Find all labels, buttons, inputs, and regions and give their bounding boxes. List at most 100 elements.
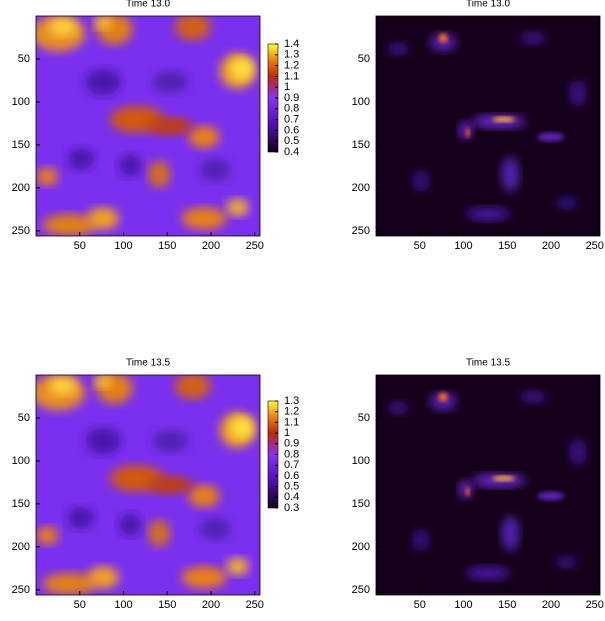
heatmap-blob (501, 156, 520, 192)
colorbar-tick-label: 0.4 (284, 491, 299, 503)
x-tick-label: 200 (202, 599, 220, 611)
heatmap-blob (118, 513, 142, 536)
chart-title: Time 13.0 (126, 0, 171, 10)
heatmap-blob (36, 526, 59, 545)
heatmap-blob (226, 198, 249, 217)
heatmap-field (36, 16, 260, 236)
colorbar-tick-label: 0.9 (284, 438, 299, 450)
plot-frame (35, 15, 261, 237)
heatmap-blob (174, 375, 211, 400)
colorbar-tick-label: 1.3 (284, 395, 299, 407)
heatmap-blob (465, 566, 511, 580)
chart-title: Time 13.0 (466, 0, 511, 10)
heatmap-blob (199, 518, 231, 540)
colorbar-tick-label: 0.7 (284, 114, 299, 126)
x-tick-label: 50 (74, 240, 86, 252)
heatmap-blob (519, 31, 547, 45)
heatmap-blob (148, 476, 193, 494)
heatmap-blob (226, 557, 249, 576)
x-tick-label: 200 (542, 240, 560, 252)
heatmap-blob (411, 529, 430, 551)
y-tick-label: 100 (12, 96, 30, 108)
plot-frame (35, 374, 261, 596)
y-tick-label: 250 (352, 584, 370, 596)
heatmap-blob (555, 196, 578, 210)
x-tick-label: 150 (498, 599, 516, 611)
heatmap-blob (230, 57, 254, 80)
heatmap-blob (537, 132, 565, 142)
colorbar-tick-label: 0.8 (284, 448, 299, 460)
y-tick-label: 50 (18, 53, 30, 65)
heatmap-field (36, 375, 260, 595)
colorbar-tick-label: 1.2 (284, 406, 299, 418)
colorbar-tick-label: 0.7 (284, 459, 299, 471)
heatmap-blob (230, 416, 254, 439)
y-tick-label: 250 (12, 225, 30, 237)
x-tick-label: 100 (114, 240, 132, 252)
heatmap-blob (85, 68, 122, 96)
y-tick-label: 250 (352, 225, 370, 237)
plot-frame (375, 374, 601, 596)
heatmap-blob (42, 573, 97, 595)
colorbar-tick-label: 0.5 (284, 135, 299, 147)
heatmap-blob (568, 79, 587, 107)
colorbar-tick-label: 0.6 (284, 470, 299, 482)
y-tick-label: 150 (12, 498, 30, 510)
heatmap-blob (148, 161, 171, 188)
y-tick-label: 100 (352, 96, 370, 108)
heatmap-blob (555, 555, 578, 569)
y-tick-label: 150 (12, 139, 30, 151)
x-tick-label: 250 (246, 240, 264, 252)
heatmap-blob (181, 566, 227, 589)
colorbar-tick-label: 0.8 (284, 103, 299, 115)
heatmap-field (376, 16, 600, 236)
heatmap-blob (429, 392, 457, 411)
heatmap-blob (181, 207, 227, 230)
y-tick-label: 50 (358, 53, 370, 65)
heatmap-blob (188, 485, 220, 507)
y-tick-label: 50 (358, 412, 370, 424)
heatmap-blob (501, 515, 520, 552)
heatmap-blob (568, 438, 587, 466)
y-tick-label: 150 (352, 139, 370, 151)
x-tick-label: 150 (158, 240, 176, 252)
heatmap-blob (148, 520, 171, 547)
y-tick-label: 50 (18, 412, 30, 424)
colorbar-tick-label: 0.6 (284, 124, 299, 136)
heatmap-blob (199, 159, 231, 181)
heatmap-blob (87, 566, 119, 589)
colorbar-tick-label: 0.5 (284, 481, 299, 493)
heatmap-blob (36, 167, 59, 186)
chart-title: Time 13.5 (126, 358, 171, 369)
colorbar-tick-label: 1.1 (284, 70, 299, 82)
heatmap-blob (537, 491, 565, 501)
colorbar-tick-label: 1.1 (284, 416, 299, 428)
heatmap-blob (148, 117, 193, 135)
heatmap-blob (152, 71, 189, 93)
x-tick-label: 150 (498, 240, 516, 252)
y-tick-label: 150 (352, 498, 370, 510)
heatmap-blob (85, 427, 122, 455)
heatmap-blob (188, 126, 220, 148)
y-tick-label: 200 (12, 541, 30, 553)
x-tick-label: 200 (202, 240, 220, 252)
heatmap-blob (492, 475, 515, 482)
heatmap-blob (438, 392, 448, 402)
y-tick-label: 200 (352, 541, 370, 553)
colorbar-tick-label: 1 (284, 427, 290, 439)
colorbar-tick-label: 1.2 (284, 60, 299, 72)
heatmap-blob (387, 401, 410, 415)
x-tick-label: 50 (414, 240, 426, 252)
heatmap-blob (458, 480, 473, 499)
heatmap-blob (42, 214, 97, 236)
plot-frame (375, 15, 601, 237)
heatmap-blob (429, 33, 457, 52)
colorbar-tick-label: 0.4 (284, 146, 299, 158)
heatmap-blob (465, 128, 471, 138)
colorbar-tick-label: 0.9 (284, 92, 299, 104)
x-tick-label: 50 (74, 599, 86, 611)
x-tick-label: 100 (454, 240, 472, 252)
y-tick-label: 200 (352, 182, 370, 194)
x-tick-label: 250 (586, 240, 604, 252)
